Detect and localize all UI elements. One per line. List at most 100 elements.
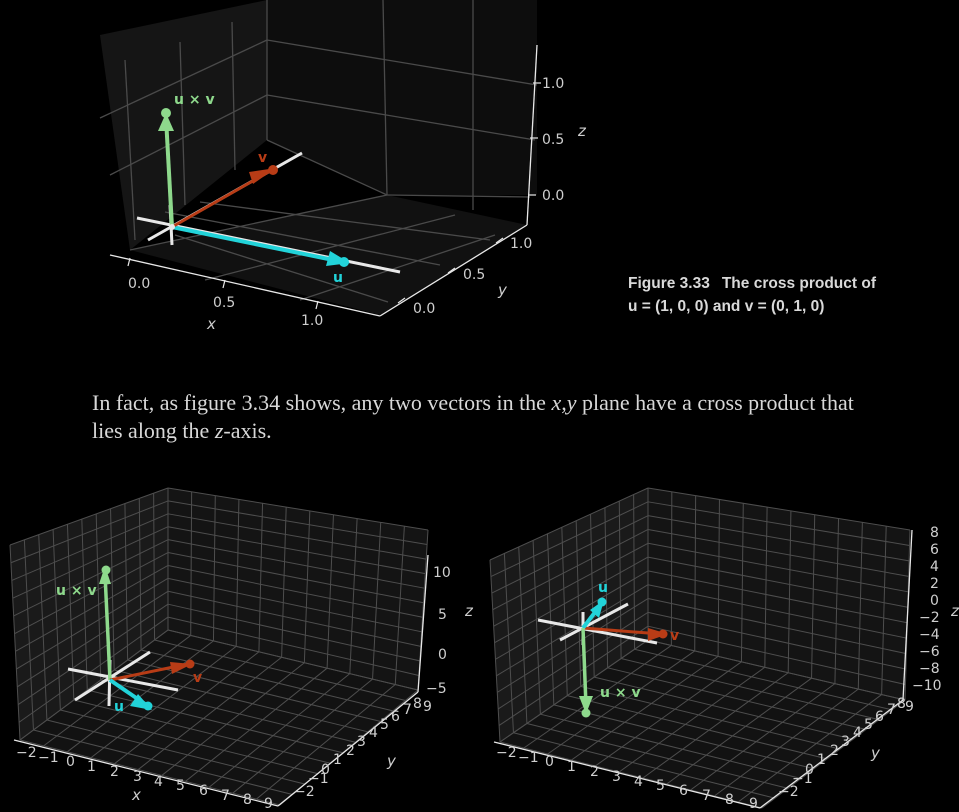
x-tick-label: 6 (679, 783, 688, 799)
x-tick-label: 0.0 (128, 276, 150, 292)
y-axis-label: y (497, 281, 508, 299)
y-tick-label: 2 (346, 743, 355, 759)
vector-cross (164, 117, 174, 228)
y-tick-label: 0.5 (463, 267, 485, 283)
x-tick-label: 1.0 (301, 313, 323, 329)
y-tick-label: 3 (841, 734, 850, 750)
z-tick-label: −10 (912, 678, 942, 694)
y-tick-label: 4 (369, 725, 378, 741)
y-tick-label: 1.0 (510, 236, 532, 252)
z-tick-label: −4 (919, 627, 940, 643)
figure-3-34-left-plot: −2 −1 0 1 2 3 4 5 6 7 8 9 x −2 −1 0 1 2 … (9, 487, 474, 812)
figure-3-33-plot: 0.0 0.5 1.0 0.0 0.5 1.0 0.0 0.5 1.0 x y … (99, 0, 587, 333)
vector-cross-arrowhead (158, 113, 174, 131)
z-axis-label: z (577, 122, 587, 140)
x-tick-label: −1 (38, 750, 59, 766)
z-axis-label: z (464, 602, 474, 620)
vector-v-label: v (258, 150, 267, 166)
x-tick-label: 9 (264, 796, 273, 812)
x-tick-label: 2 (110, 764, 119, 780)
z-tick-label: 2 (930, 576, 939, 592)
x-tick-label: −1 (518, 750, 539, 766)
x-tick-label: 9 (749, 796, 758, 812)
paragraph-italic: x,y (551, 390, 577, 415)
y-tick-label: 0 (805, 762, 814, 778)
x-tick-label: 0.5 (213, 295, 235, 311)
z-tick-label: −5 (426, 681, 447, 697)
y-tick-label: 8 (413, 696, 422, 712)
vector-u-label: u (114, 699, 124, 715)
vector-v-label: v (193, 670, 202, 686)
y-tick-label: −2 (294, 784, 315, 800)
y-tick-label: −1 (308, 771, 329, 787)
x-tick-label: 1 (87, 759, 96, 775)
z-tick-label: −8 (919, 661, 940, 677)
vector-u-label: u (598, 580, 608, 596)
y-tick-label: 1 (333, 752, 342, 768)
z-tick-label: 0.0 (542, 188, 564, 204)
y-tick-label: 8 (897, 696, 906, 712)
y-tick-label: 0.0 (413, 301, 435, 317)
x-tick-label: 0 (66, 754, 75, 770)
x-tick-label: 7 (221, 788, 230, 804)
paragraph-text: -axis. (223, 418, 272, 443)
x-tick-label: 7 (702, 788, 711, 804)
z-tick-label: 0 (930, 593, 939, 609)
x-tick-label: 1 (567, 759, 576, 775)
x-tick-label: −2 (496, 745, 517, 761)
x-tick-label: 3 (612, 769, 621, 785)
vector-cross-label: u × v (56, 583, 97, 599)
x-tick-label: 2 (590, 764, 599, 780)
vector-v-tip (268, 165, 278, 175)
paragraph-italic: z (214, 418, 224, 443)
body-paragraph: In fact, as figure 3.34 shows, any two v… (92, 389, 959, 445)
z-tick-label: 10 (433, 565, 451, 581)
y-tick-label: −2 (778, 784, 799, 800)
y-axis-label: y (870, 744, 881, 762)
y-tick-label: 5 (864, 717, 873, 733)
z-axis-label: z (950, 602, 959, 620)
x-tick-label: 4 (634, 774, 643, 790)
x-tick-label: 8 (243, 792, 252, 808)
x-axis-label: x (206, 315, 216, 333)
origin-point (169, 224, 175, 230)
x-tick-label: −2 (16, 745, 37, 761)
y-tick-label: 1 (817, 752, 826, 768)
caption-line-1: The cross product of (721, 275, 876, 292)
vector-u-tip (339, 257, 349, 267)
vector-cross-label: u × v (600, 685, 641, 701)
y-tick-label: 9 (905, 699, 914, 715)
paragraph-text: In fact, as figure 3.34 shows, any two v… (92, 390, 552, 415)
y-tick-label: 4 (853, 725, 862, 741)
vector-cross-tip (161, 108, 171, 118)
y-tick-label: 6 (391, 709, 400, 725)
z-tick-label: 0.5 (542, 132, 564, 148)
x-tick-label: 3 (133, 769, 142, 785)
vector-u (171, 225, 344, 264)
paragraph-text: plane have a cross product that (576, 390, 854, 415)
z-tick-label: 5 (438, 607, 447, 623)
y-tick-label: 7 (887, 702, 896, 718)
y-tick-label: 5 (380, 717, 389, 733)
figure-caption: Figure 3.33 The cross product of u = (1, … (628, 272, 876, 318)
y-tick-label: −1 (792, 771, 813, 787)
x-tick-label: 5 (656, 778, 665, 794)
z-tick-label: 1.0 (542, 76, 564, 92)
y-tick-label: 3 (357, 734, 366, 750)
vector-v-label: v (670, 628, 679, 644)
y-tick-label: 0 (321, 762, 330, 778)
y-tick-label: 6 (875, 709, 884, 725)
z-tick-label: −2 (919, 610, 940, 626)
vector-cross-label: u × v (174, 92, 215, 108)
z-tick-label: 8 (930, 525, 939, 541)
x-tick-label: 0 (545, 754, 554, 770)
y-axis-label: y (386, 752, 397, 770)
z-tick-label: 6 (930, 542, 939, 558)
paragraph-text: lies along the (92, 418, 215, 443)
vector-u-label: u (333, 270, 343, 286)
x-tick-label: 6 (199, 783, 208, 799)
x-tick-label: 5 (176, 778, 185, 794)
z-tick-label: 4 (930, 559, 939, 575)
y-tick-label: 2 (830, 743, 839, 759)
z-tick-label: −6 (919, 644, 940, 660)
